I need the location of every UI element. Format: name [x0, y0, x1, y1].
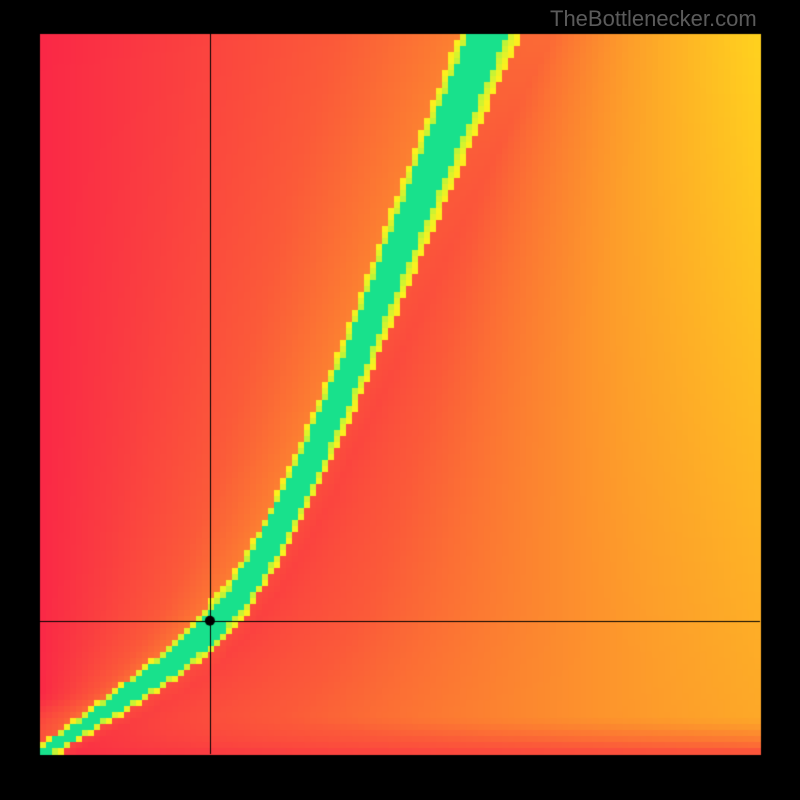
chart-container: TheBottlenecker.com	[0, 0, 800, 800]
watermark-text: TheBottlenecker.com	[550, 6, 757, 32]
bottleneck-heatmap	[0, 0, 800, 800]
